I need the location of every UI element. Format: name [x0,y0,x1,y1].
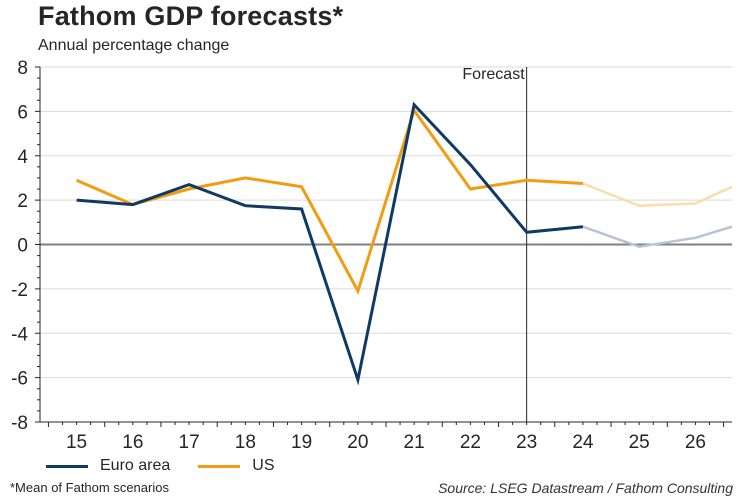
y-tick-label: 2 [17,191,28,212]
x-tick-label: 20 [347,432,368,453]
forecast-marker: Forecast [462,66,528,422]
x-tick-label: 21 [404,432,425,453]
y-tick-label: -6 [11,369,28,390]
y-tick-label: -2 [11,280,28,301]
x-tick-label: 16 [122,432,143,453]
footnote: *Mean of Fathom scenarios [10,480,169,495]
gridlines [40,66,732,379]
series-line-euro-area-forecast [582,225,733,248]
y-tick-label: -8 [11,413,28,434]
legend-item-us: US [198,457,275,475]
x-tick-label: 18 [235,432,256,453]
x-tick-label: 26 [685,432,706,453]
chart-title: Fathom GDP forecasts* [38,1,344,31]
series-line-us-forecast [582,182,733,207]
series-line-euro-area [76,101,584,386]
y-tick-label: 6 [17,102,28,123]
legend-swatch-us [198,464,241,468]
x-tick-label: 24 [572,432,594,453]
y-tick-label: -4 [11,324,28,345]
x-tick-label: 17 [179,432,200,453]
x-tick-label: 23 [516,432,537,453]
y-tick-label: 8 [17,58,28,79]
forecast-label: Forecast [462,66,525,83]
x-tick-label: 19 [291,432,312,453]
legend-swatch-euro-area [46,464,88,468]
y-tick-label: 4 [17,147,28,168]
y-tick-label: 0 [17,236,28,257]
series-lines [76,101,733,386]
legend-label-us: US [252,457,275,474]
series-line-us [76,106,583,295]
legend-item-euro-area: Euro area [46,457,170,475]
chart-subtitle: Annual percentage change [38,37,230,54]
legend: Euro area US [46,457,303,475]
x-tick-label: 25 [629,432,650,453]
legend-label-euro-area: Euro area [100,457,171,474]
x-tick-label: 15 [66,432,87,453]
x-tick-label: 22 [460,432,481,453]
source-note: Source: LSEG Datastream / Fathom Consult… [438,480,733,496]
